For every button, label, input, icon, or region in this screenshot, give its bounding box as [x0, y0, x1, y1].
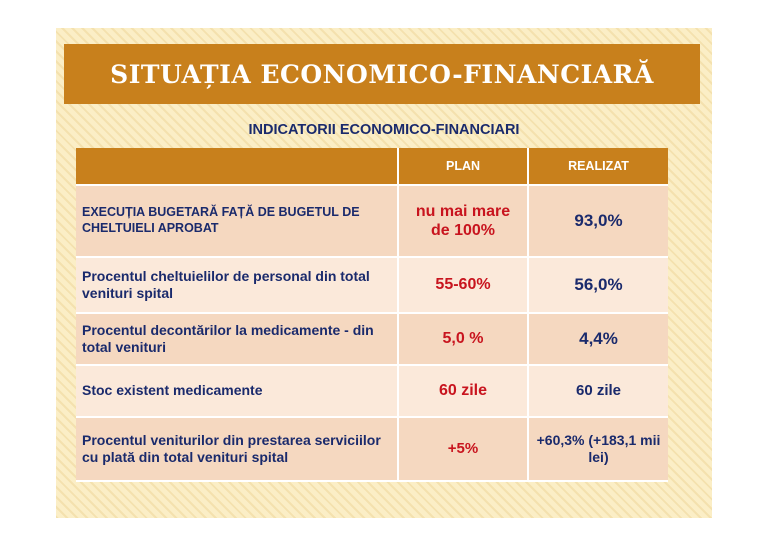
realizat-cell: 56,0%: [527, 257, 668, 314]
header-indicator: [76, 148, 398, 186]
indicator-cell: Stoc existent medicamente: [76, 365, 398, 418]
table-header-row: PLAN REALIZAT: [76, 148, 668, 186]
table-subtitle: INDICATORII ECONOMICO-FINANCIARI: [248, 122, 520, 138]
plan-cell: 5,0 %: [397, 313, 528, 366]
realizat-cell: 60 zile: [527, 365, 668, 418]
table-row: Stoc existent medicamente 60 zile 60 zil…: [76, 365, 668, 418]
plan-cell: 55-60%: [397, 257, 528, 314]
realizat-cell: +60,3% (+183,1 mii lei): [527, 417, 668, 482]
indicator-cell: EXECUȚIA BUGETARĂ FAȚĂ DE BUGETUL DE CHE…: [76, 185, 398, 258]
table-row: EXECUȚIA BUGETARĂ FAȚĂ DE BUGETUL DE CHE…: [76, 185, 668, 258]
plan-cell: +5%: [397, 417, 528, 482]
table-row: Procentul decontărilor la medicamente - …: [76, 313, 668, 366]
slide-title: SITUAȚIA ECONOMICO-FINANCIARĂ: [110, 59, 654, 89]
indicators-table: PLAN REALIZAT EXECUȚIA BUGETARĂ FAȚĂ DE …: [76, 148, 668, 482]
header-realizat: REALIZAT: [527, 148, 668, 186]
indicator-cell: Procentul cheltuielilor de personal din …: [76, 257, 398, 314]
realizat-cell: 93,0%: [527, 185, 668, 258]
table-row: Procentul veniturilor din prestarea serv…: [76, 417, 668, 482]
realizat-cell: 4,4%: [527, 313, 668, 366]
header-plan: PLAN: [397, 148, 528, 186]
plan-cell: 60 zile: [397, 365, 528, 418]
plan-cell: nu mai mare de 100%: [397, 185, 528, 258]
table-row: Procentul cheltuielilor de personal din …: [76, 257, 668, 314]
title-bar: SITUAȚIA ECONOMICO-FINANCIARĂ: [64, 44, 700, 104]
indicator-cell: Procentul decontărilor la medicamente - …: [76, 313, 398, 366]
indicator-cell: Procentul veniturilor din prestarea serv…: [76, 417, 398, 482]
